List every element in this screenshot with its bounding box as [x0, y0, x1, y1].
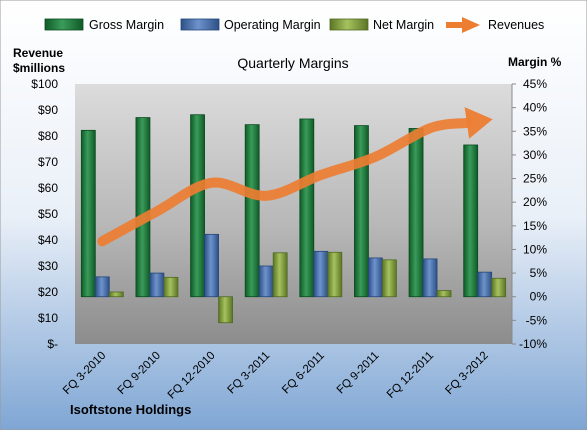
bar-gross-margin [408, 128, 424, 298]
right-tick-label: 0% [530, 290, 548, 304]
chart-title: Quarterly Margins [237, 55, 348, 71]
bar-gross-margin [190, 114, 205, 298]
right-tick-label: 15% [523, 219, 547, 233]
bar-operating-margin [313, 250, 329, 298]
legend-revenues-label: Revenues [488, 18, 544, 32]
bar-gross-margin [135, 117, 151, 298]
legend-operating-margin-swatch [180, 18, 220, 31]
left-axis-label-line2: $millions [13, 61, 65, 75]
bar-operating-margin [368, 257, 383, 298]
legend-net-margin-label: Net Margin [373, 18, 434, 32]
revenue-line [97, 107, 493, 247]
left-tick-label: $90 [38, 103, 58, 117]
left-tick-label: $30 [38, 259, 58, 273]
right-axis-ticks: -10% -5% 0% 5% 10% 15% 20% 25% 30% 35% 40% 45% [512, 77, 547, 351]
legend-revenues-arrowhead [462, 17, 480, 33]
right-tick-label: 40% [523, 101, 547, 115]
bar-net-margin [382, 259, 397, 298]
bar-operating-margin [477, 271, 493, 298]
legend-net-margin-swatch [329, 18, 369, 31]
right-tick-label: 10% [523, 242, 547, 256]
bars [80, 114, 507, 324]
left-tick-label: $10 [38, 311, 58, 325]
legend-gross-margin[interactable]: Gross Margin [44, 18, 164, 32]
left-tick-label: $20 [38, 285, 58, 299]
right-axis-label: Margin % [508, 55, 562, 69]
left-tick-label: $70 [38, 155, 58, 169]
right-tick-label: -10% [519, 337, 547, 351]
legend-revenues[interactable]: Revenues [446, 17, 544, 33]
left-tick-label: $80 [38, 129, 58, 143]
left-tick-label: $50 [38, 207, 58, 221]
bar-gross-margin [80, 129, 96, 298]
bar-net-margin [327, 251, 343, 298]
right-tick-label: 20% [523, 195, 547, 209]
bar-gross-margin [463, 144, 479, 298]
legend-net-margin[interactable]: Net Margin [329, 18, 434, 32]
right-tick-label: 35% [523, 124, 547, 138]
right-tick-label: 5% [530, 266, 548, 280]
left-tick-label: $- [47, 337, 58, 351]
right-tick-label: 30% [523, 148, 547, 162]
left-tick-label: $40 [38, 233, 58, 247]
bar-net-margin [272, 252, 288, 298]
legend-operating-margin[interactable]: Operating Margin [180, 18, 321, 32]
bar-net-margin [218, 296, 233, 324]
bar-gross-margin [244, 124, 260, 298]
legend-gross-margin-swatch [44, 18, 84, 31]
bar-net-margin [436, 290, 452, 298]
legend-gross-margin-label: Gross Margin [89, 18, 164, 32]
bar-operating-margin [149, 272, 165, 298]
bar-gross-margin [354, 125, 369, 298]
bar-operating-margin [258, 265, 274, 298]
left-tick-label: $100 [31, 77, 58, 91]
bar-net-margin [108, 291, 124, 298]
left-axis-ticks: $- $10 $20 $30 $40 $50 $60 $70 $80 $90 $100 [31, 77, 58, 351]
right-tick-label: 25% [523, 172, 547, 186]
legend: Gross Margin Operating Margin Net Margin… [44, 17, 544, 33]
right-tick-label: -5% [526, 313, 548, 327]
bar-gross-margin [299, 118, 315, 298]
revenues-series-line [97, 117, 472, 247]
bar-operating-margin [94, 276, 110, 298]
left-axis-label-line1: Revenue [13, 46, 63, 60]
footer-label: Isoftstone Holdings [70, 402, 191, 417]
revenues-arrowhead [464, 107, 493, 139]
left-tick-label: $60 [38, 181, 58, 195]
legend-operating-margin-label: Operating Margin [224, 18, 321, 32]
bar-net-margin [163, 276, 179, 298]
bar-operating-margin [204, 233, 219, 298]
bar-operating-margin [422, 258, 438, 298]
bar-net-margin [491, 277, 507, 298]
right-tick-label: 45% [523, 77, 547, 91]
